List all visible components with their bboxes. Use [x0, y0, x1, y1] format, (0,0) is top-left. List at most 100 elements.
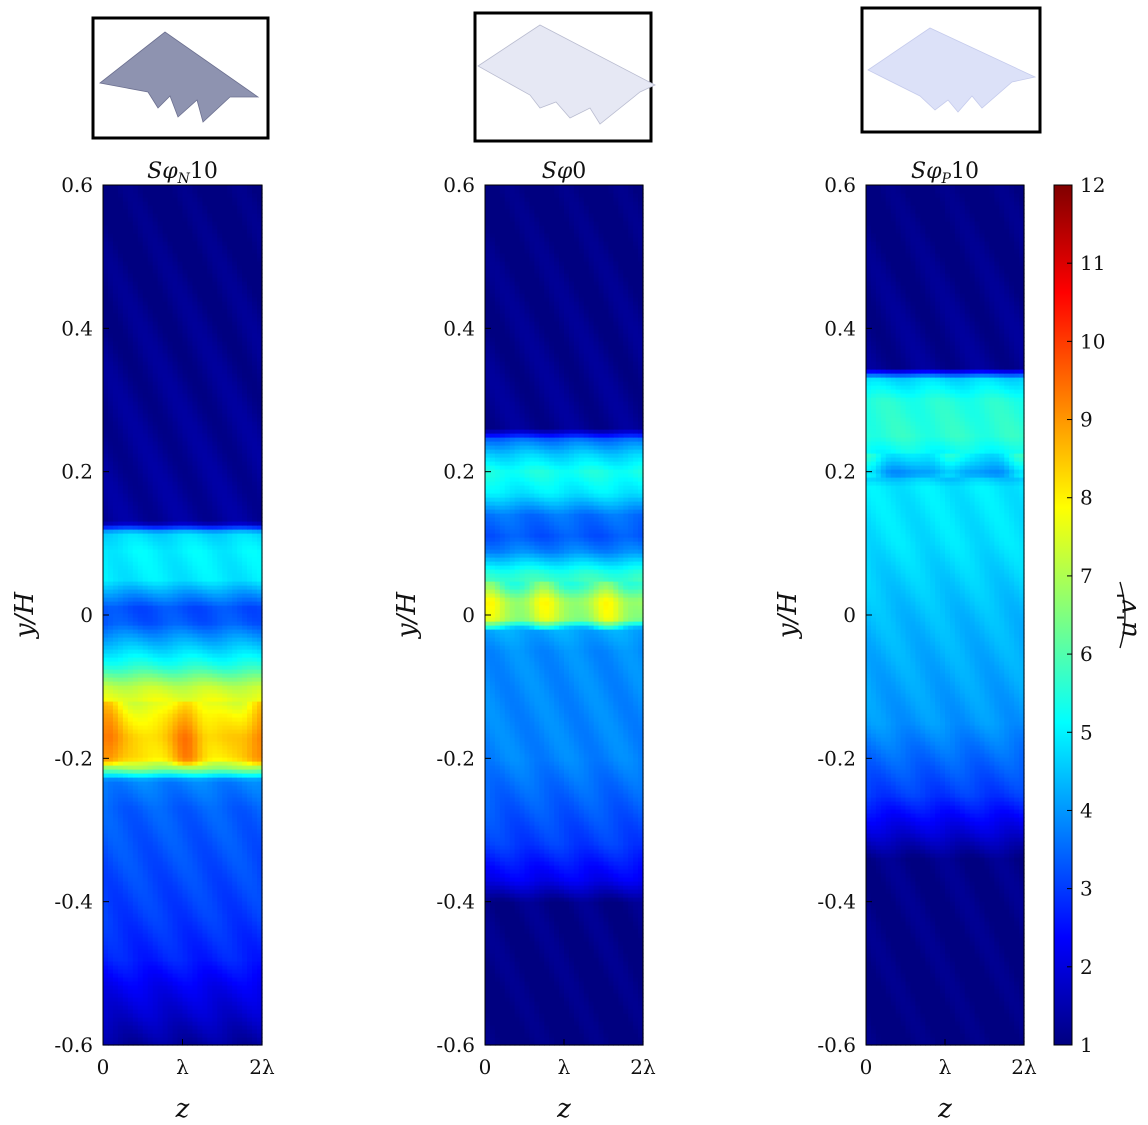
heatmap-cell [122, 757, 129, 762]
heatmap-cell [237, 537, 243, 542]
heatmap-cell [132, 825, 139, 830]
heatmap-cell [237, 505, 243, 510]
heatmap-cell [257, 885, 263, 890]
heatmap-cell [103, 525, 109, 530]
heatmap-cell [117, 637, 124, 642]
heatmap-cell [142, 677, 149, 682]
heatmap-cell [172, 705, 179, 710]
heatmap-cell [107, 445, 114, 450]
heatmap-cell [212, 705, 218, 710]
heatmap-cell [242, 729, 248, 734]
heatmap-cell [112, 685, 119, 690]
heatmap-cell [197, 1025, 203, 1030]
heatmap-cell [112, 1041, 119, 1046]
heatmap-cell [202, 1009, 208, 1014]
heatmap-cell [152, 513, 159, 518]
heatmap-cell [192, 845, 199, 850]
heatmap-cell [252, 973, 258, 978]
heatmap-cell [207, 457, 213, 462]
heatmap-cell [162, 657, 169, 662]
heatmap-cell [112, 653, 119, 658]
heatmap-cell [212, 469, 218, 474]
heatmap-cell [212, 625, 218, 630]
heatmap-cell [192, 437, 199, 442]
heatmap-cell [127, 481, 134, 486]
heatmap-cell [247, 1029, 253, 1034]
heatmap-cell [182, 985, 189, 990]
heatmap-cell [152, 657, 159, 662]
heatmap-cell [112, 617, 119, 622]
heatmap-cell [152, 913, 159, 918]
heatmap-cell [197, 929, 203, 934]
heatmap-cell [187, 505, 194, 510]
heatmap-cell [197, 509, 203, 514]
heatmap-cell [132, 645, 139, 650]
heatmap-cell [242, 473, 248, 478]
heatmap-cell [197, 933, 203, 938]
heatmap-cell [217, 817, 223, 822]
heatmap-cell [197, 449, 203, 454]
heatmap-cell [122, 673, 129, 678]
heatmap-cell [222, 653, 228, 658]
heatmap-cell [222, 941, 228, 946]
heatmap-cell [182, 1005, 189, 1010]
heatmap-cell [157, 933, 164, 938]
heatmap-cell [162, 693, 169, 698]
heatmap-cell [187, 973, 194, 978]
heatmap-cell [107, 777, 114, 782]
heatmap-cell [222, 593, 228, 598]
heatmap-cell [167, 653, 174, 658]
heatmap-cell [112, 901, 119, 906]
heatmap-cell [232, 481, 238, 486]
heatmap-cell [217, 705, 223, 710]
heatmap-cell [162, 601, 169, 606]
heatmap-cell [112, 853, 119, 858]
heatmap-cell [132, 685, 139, 690]
heatmap-cell [103, 513, 109, 518]
heatmap-cell [247, 757, 253, 762]
heatmap-cell [192, 829, 199, 834]
heatmap-cell [127, 1001, 134, 1006]
heatmap-cell [107, 1005, 114, 1010]
heatmap-cell [232, 589, 238, 594]
heatmap-cell [202, 941, 208, 946]
heatmap-cell [192, 1005, 199, 1010]
heatmap-cell [187, 517, 194, 522]
heatmap-cell [232, 1013, 238, 1018]
heatmap-cell [207, 437, 213, 442]
heatmap-cell [217, 701, 223, 706]
heatmap-cell [252, 641, 258, 646]
heatmap-cell [212, 893, 218, 898]
heatmap-cell [187, 733, 194, 738]
heatmap-cell [112, 997, 119, 1002]
heatmap-cell [242, 593, 248, 598]
heatmap-cell [172, 449, 179, 454]
heatmap-cell [197, 469, 203, 474]
heatmap-cell [127, 953, 134, 958]
heatmap-cell [237, 853, 243, 858]
heatmap-cell [237, 729, 243, 734]
heatmap-cell [227, 565, 233, 570]
heatmap-cell [227, 653, 233, 658]
heatmap-cell [132, 649, 139, 654]
heatmap-cell [157, 433, 164, 438]
heatmap-cell [227, 1021, 233, 1026]
heatmap-cell [252, 513, 258, 518]
heatmap-cell [207, 669, 213, 674]
heatmap-cell [112, 777, 119, 782]
heatmap-cell [157, 541, 164, 546]
heatmap-cell [222, 897, 228, 902]
heatmap-cell [162, 673, 169, 678]
heatmap-cell [167, 613, 174, 618]
heatmap-cell [172, 741, 179, 746]
heatmap-cell [247, 549, 253, 554]
heatmap-cell [227, 525, 233, 530]
heatmap-cell [232, 893, 238, 898]
heatmap-cell [242, 825, 248, 830]
heatmap-cell [142, 609, 149, 614]
heatmap-cell [137, 869, 144, 874]
heatmap-cell [222, 977, 228, 982]
heatmap-cell [257, 1037, 263, 1042]
heatmap-cell [252, 481, 258, 486]
